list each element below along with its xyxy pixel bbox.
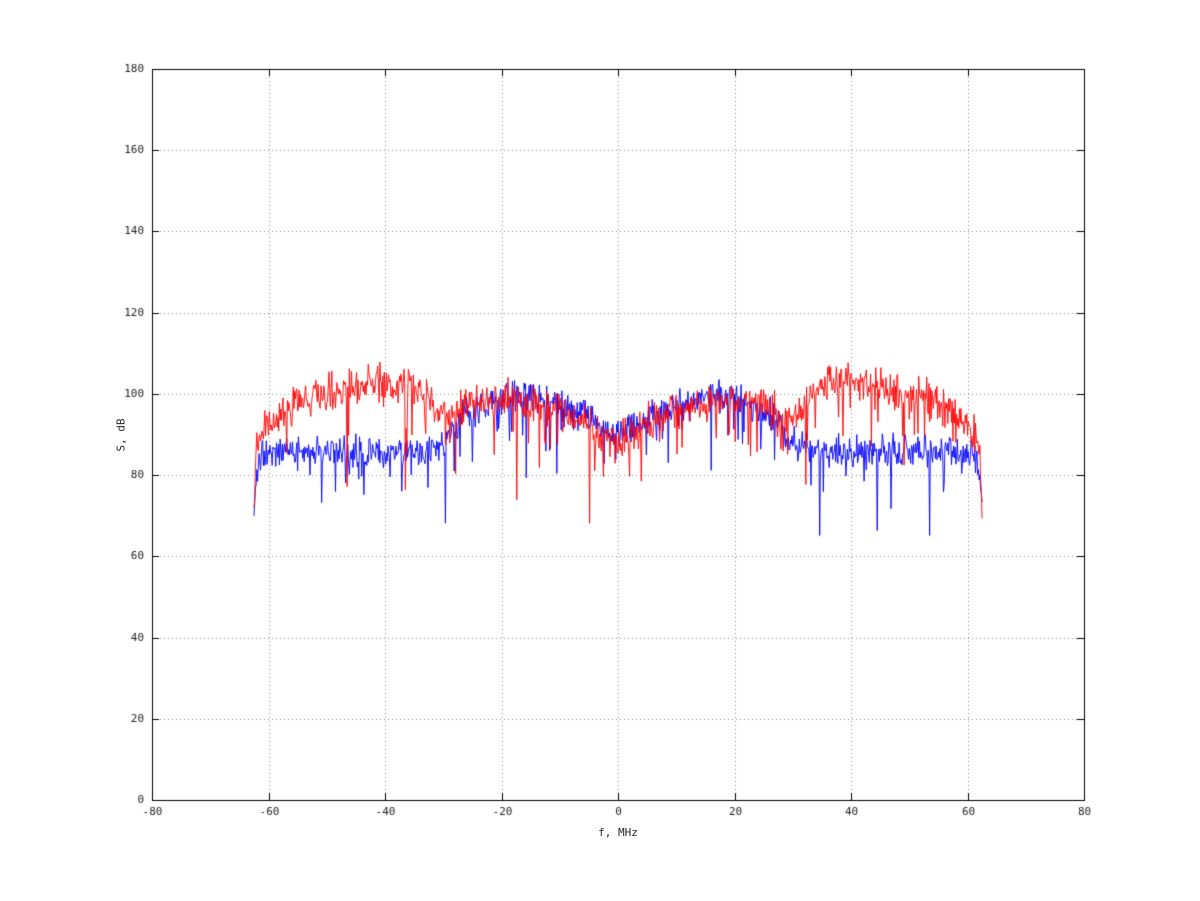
y-axis-label: S, dB: [114, 418, 128, 452]
x-axis-label: f, MHz: [598, 826, 638, 839]
